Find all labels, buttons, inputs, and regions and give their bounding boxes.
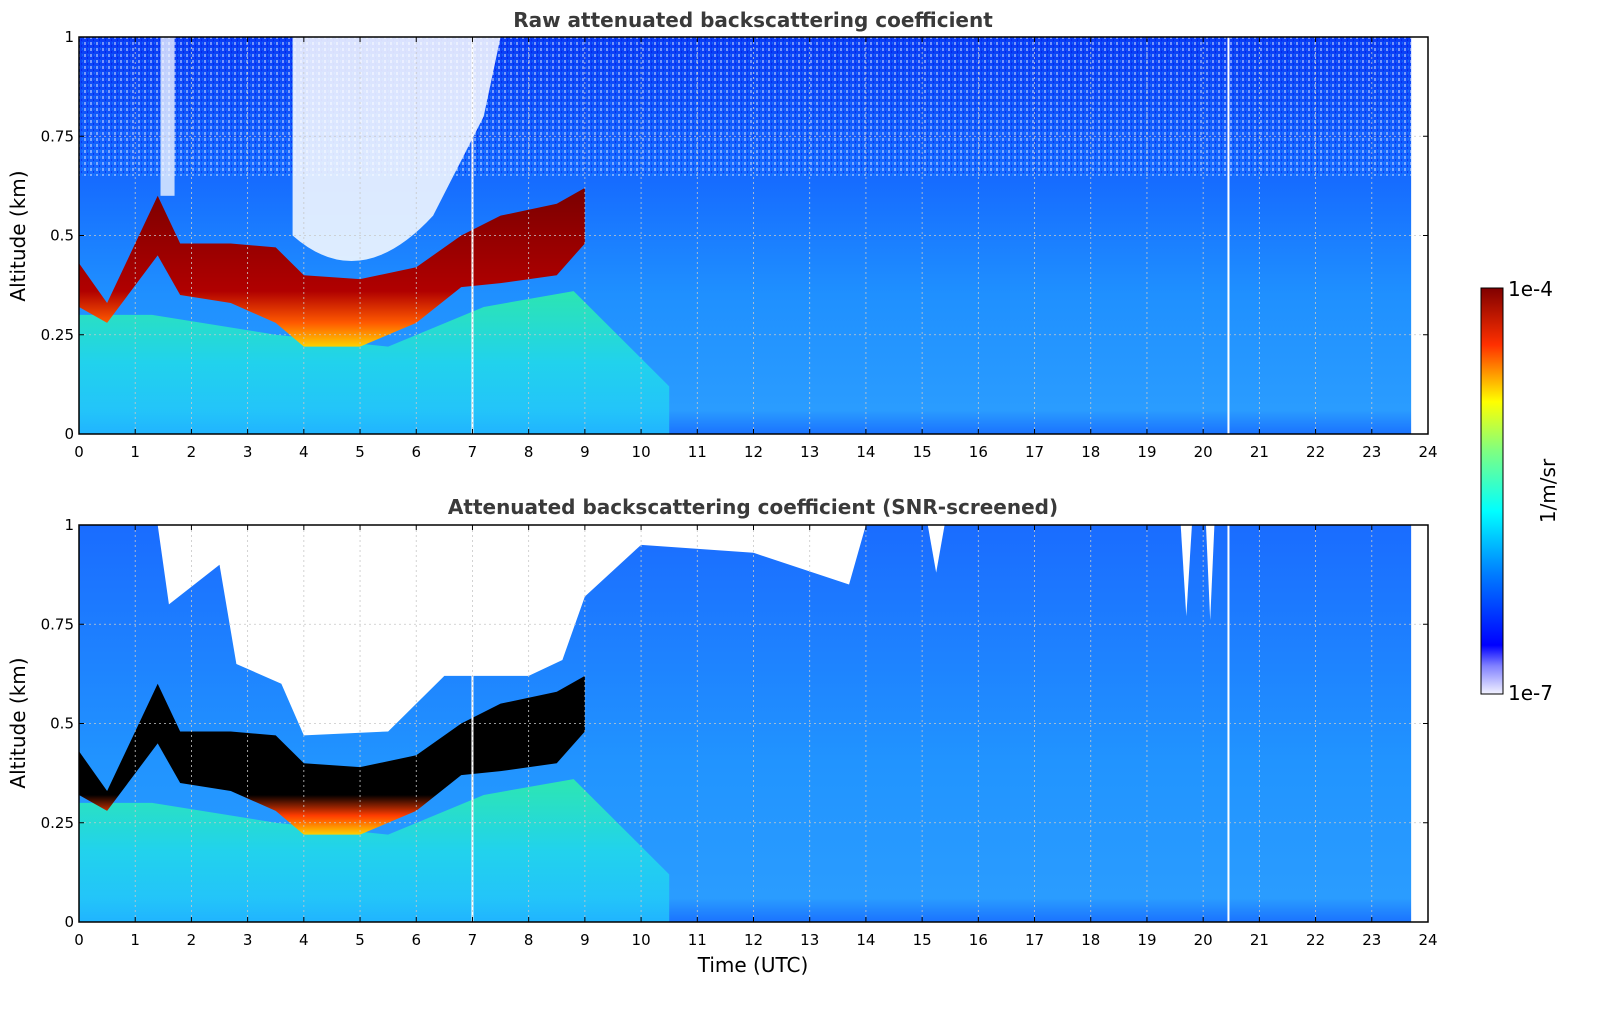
panel-raw-grid: [79, 37, 1428, 434]
panel-screened-xtick-label: 4: [299, 931, 309, 949]
panel-screened-ylabel: Altitude (km): [6, 657, 30, 788]
panel-screened-xtick-label: 10: [632, 931, 651, 949]
panel-screened-ytick-label: 0.75: [41, 615, 74, 633]
panel-raw-aerosol-layer: [79, 187, 585, 347]
panel-screened-xtick-label: 6: [411, 931, 421, 949]
panel-raw-xtick-label: 22: [1306, 443, 1325, 461]
panel-screened-xtick-label: 12: [744, 931, 763, 949]
colorbar-max-label: 1e-4: [1508, 277, 1553, 301]
panel-screened-masked-spike: [927, 525, 945, 573]
panel-raw-xtick-label: 14: [856, 443, 875, 461]
colorbar: 1e-4 1e-7 1/m/sr: [1480, 277, 1560, 705]
panel-raw-xtick-label: 10: [632, 443, 651, 461]
panel-raw-xtick-label: 1: [130, 443, 140, 461]
panel-raw-xtick-label: 16: [969, 443, 988, 461]
panel-raw-data-gap: [471, 37, 474, 434]
panel-raw-xtick-label: 20: [1194, 443, 1213, 461]
panel-screened-aerosol-layer: [79, 675, 585, 835]
panel-screened-xtick-label: 3: [243, 931, 253, 949]
panel-screened-xtick-label: 23: [1362, 931, 1381, 949]
panel-raw-ytick-label: 0.25: [41, 326, 74, 344]
panel-screened-masked-spike: [1180, 525, 1192, 617]
panel-raw-xtick-label: 11: [688, 443, 707, 461]
panel-screened-xtick-label: 13: [800, 931, 819, 949]
panel-raw-xtick-label: 3: [243, 443, 253, 461]
colorbar-min-label: 1e-7: [1508, 681, 1553, 705]
panel-raw-low-signal-strip: [160, 37, 175, 196]
panel-screened-data-gap: [1227, 525, 1230, 922]
panel-screened-masked-spike: [1205, 525, 1215, 621]
panel-raw-xtick-label: 21: [1250, 443, 1269, 461]
panel-screened-title: Attenuated backscattering coefficient (S…: [448, 495, 1058, 519]
panel-screened-xlabel: Time (UTC): [697, 953, 809, 977]
panel-screened-xtick-label: 9: [580, 931, 590, 949]
panel-screened-xtick-label: 18: [1081, 931, 1100, 949]
panel-raw-xtick-label: 2: [187, 443, 197, 461]
panel-raw-ytick-label: 0: [64, 425, 74, 443]
panel-raw: Raw attenuated backscattering coefficien…: [6, 8, 1438, 461]
panel-raw-xtick-label: 8: [524, 443, 534, 461]
panel-raw-low-signal-region: [292, 37, 501, 262]
panel-screened: Attenuated backscattering coefficient (S…: [6, 495, 1438, 977]
panel-screened-ytick-label: 1: [64, 516, 74, 534]
panel-screened-yticks: 0 0.25 0.5 0.75 1: [41, 516, 1428, 931]
panel-raw-xtick-label: 5: [355, 443, 365, 461]
panel-raw-noise-upper: [79, 37, 1412, 176]
panel-raw-title: Raw attenuated backscattering coefficien…: [513, 8, 993, 32]
panel-raw-xtick-label: 15: [913, 443, 932, 461]
panel-screened-ytick-label: 0: [64, 913, 74, 931]
panel-raw-xticks: 0 1 2 3 4 5 6 7 8 9 10 11 12 13 14 15 16 17 18 19 20 21 22 23 24: [74, 37, 1438, 461]
panel-screened-xtick-label: 2: [187, 931, 197, 949]
panel-raw-ytick-label: 0.5: [50, 227, 74, 245]
panel-screened-xticks: 0 1 2 3 4 5 6 7 8 9 10 11 12 13 14 15 16 17 18 19 20 21 22 23 24: [74, 525, 1438, 949]
panel-screened-ytick-label: 0.25: [41, 814, 74, 832]
panel-screened-data-gap: [471, 525, 474, 922]
panel-raw-xtick-label: 23: [1362, 443, 1381, 461]
panel-raw-xtick-label: 7: [468, 443, 478, 461]
panel-raw-xtick-label: 24: [1418, 443, 1437, 461]
panel-screened-xtick-label: 0: [74, 931, 84, 949]
panel-screened-grid: [79, 525, 1428, 922]
panel-screened-xtick-label: 22: [1306, 931, 1325, 949]
panel-screened-ytick-label: 0.5: [50, 715, 74, 733]
panel-screened-xtick-label: 21: [1250, 931, 1269, 949]
panel-raw-xtick-label: 6: [411, 443, 421, 461]
panel-raw-boundary-layer: [79, 291, 670, 434]
panel-screened-xtick-label: 24: [1418, 931, 1437, 949]
panel-raw-ylabel: Altitude (km): [6, 170, 30, 301]
panel-screened-xtick-label: 16: [969, 931, 988, 949]
panel-screened-xtick-label: 14: [856, 931, 875, 949]
panel-screened-boundary-layer: [79, 779, 670, 922]
panel-raw-xtick-label: 4: [299, 443, 309, 461]
colorbar-unit-label: 1/m/sr: [1536, 458, 1560, 523]
panel-raw-xtick-label: 12: [744, 443, 763, 461]
panel-screened-xtick-label: 7: [468, 931, 478, 949]
panel-raw-yticks: 0 0.25 0.5 0.75 1: [41, 28, 1428, 443]
panel-raw-xtick-label: 17: [1025, 443, 1044, 461]
panel-raw-xtick-label: 13: [800, 443, 819, 461]
panel-screened-xtick-label: 19: [1137, 931, 1156, 949]
panel-screened-xtick-label: 8: [524, 931, 534, 949]
panel-raw-ytick-label: 0.75: [41, 127, 74, 145]
panel-screened-xtick-label: 20: [1194, 931, 1213, 949]
panel-screened-xtick-label: 15: [913, 931, 932, 949]
panel-raw-xtick-label: 19: [1137, 443, 1156, 461]
colorbar-gradient: [1480, 287, 1504, 695]
panel-screened-xtick-label: 11: [688, 931, 707, 949]
panel-raw-xtick-label: 18: [1081, 443, 1100, 461]
panel-screened-xtick-label: 17: [1025, 931, 1044, 949]
panel-screened-masked-region: [79, 525, 1412, 736]
panel-screened-xtick-label: 5: [355, 931, 365, 949]
panel-raw-xtick-label: 9: [580, 443, 590, 461]
panel-raw-ytick-label: 1: [64, 28, 74, 46]
panel-raw-xtick-label: 0: [74, 443, 84, 461]
panel-screened-xtick-label: 1: [130, 931, 140, 949]
panel-raw-data-gap: [1227, 37, 1230, 434]
